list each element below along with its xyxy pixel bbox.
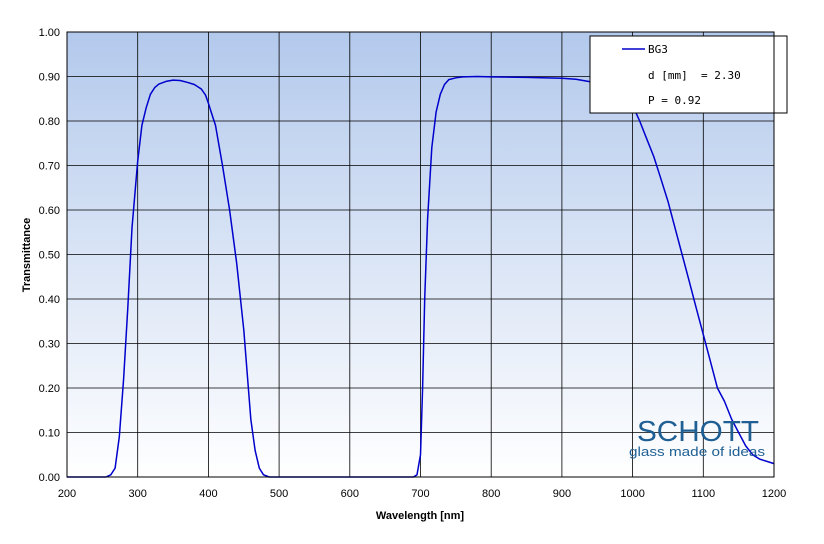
y-tick-label: 0.70 — [39, 161, 60, 173]
schott-logo: SCHOTT glass made of ideas — [629, 416, 766, 459]
y-axis-title: Transmittance — [21, 218, 33, 293]
y-tick-label: 0.50 — [39, 250, 60, 262]
x-tick-label: 1200 — [762, 488, 786, 500]
plot-border — [66, 31, 775, 478]
y-tick-label: 0.60 — [39, 205, 60, 217]
legend-thickness: d [mm] = 2.30 — [648, 69, 741, 82]
legend-p-value: P = 0.92 — [648, 94, 701, 107]
logo-tagline: glass made of ideas — [629, 444, 766, 459]
logo-word: SCHOTT — [637, 416, 759, 448]
x-tick-label: 700 — [411, 488, 429, 500]
x-axis-title: Wavelength [nm] — [376, 510, 465, 522]
series-line-bg3 — [67, 75, 775, 478]
y-tick-label: 0.20 — [39, 383, 60, 395]
y-tick-label: 0.00 — [39, 472, 60, 484]
x-tick-label: 500 — [270, 488, 288, 500]
x-tick-label: 600 — [341, 488, 359, 500]
x-tick-label: 400 — [199, 488, 217, 500]
legend-box: BG3 d [mm] = 2.30 P = 0.92 — [589, 35, 788, 114]
x-tick-label: 1000 — [620, 488, 644, 500]
x-tick-label: 200 — [58, 488, 76, 500]
x-tick-label: 800 — [482, 488, 500, 500]
x-tick-label: 1100 — [691, 488, 715, 500]
x-tick-label: 300 — [129, 488, 147, 500]
y-tick-label: 0.80 — [39, 116, 60, 128]
x-tick-label: 900 — [553, 488, 571, 500]
y-tick-label: 0.10 — [39, 428, 60, 440]
tick-labels: 200 300 400 500 600 700 800 900 1000 1100 1200 0.00… — [39, 27, 787, 500]
y-tick-label: 1.00 — [39, 27, 60, 39]
y-tick-label: 0.30 — [39, 339, 60, 351]
series-layer — [67, 75, 775, 478]
y-tick-label: 0.90 — [39, 72, 60, 84]
legend-series-label: BG3 — [648, 43, 668, 56]
y-tick-label: 0.40 — [39, 294, 60, 306]
